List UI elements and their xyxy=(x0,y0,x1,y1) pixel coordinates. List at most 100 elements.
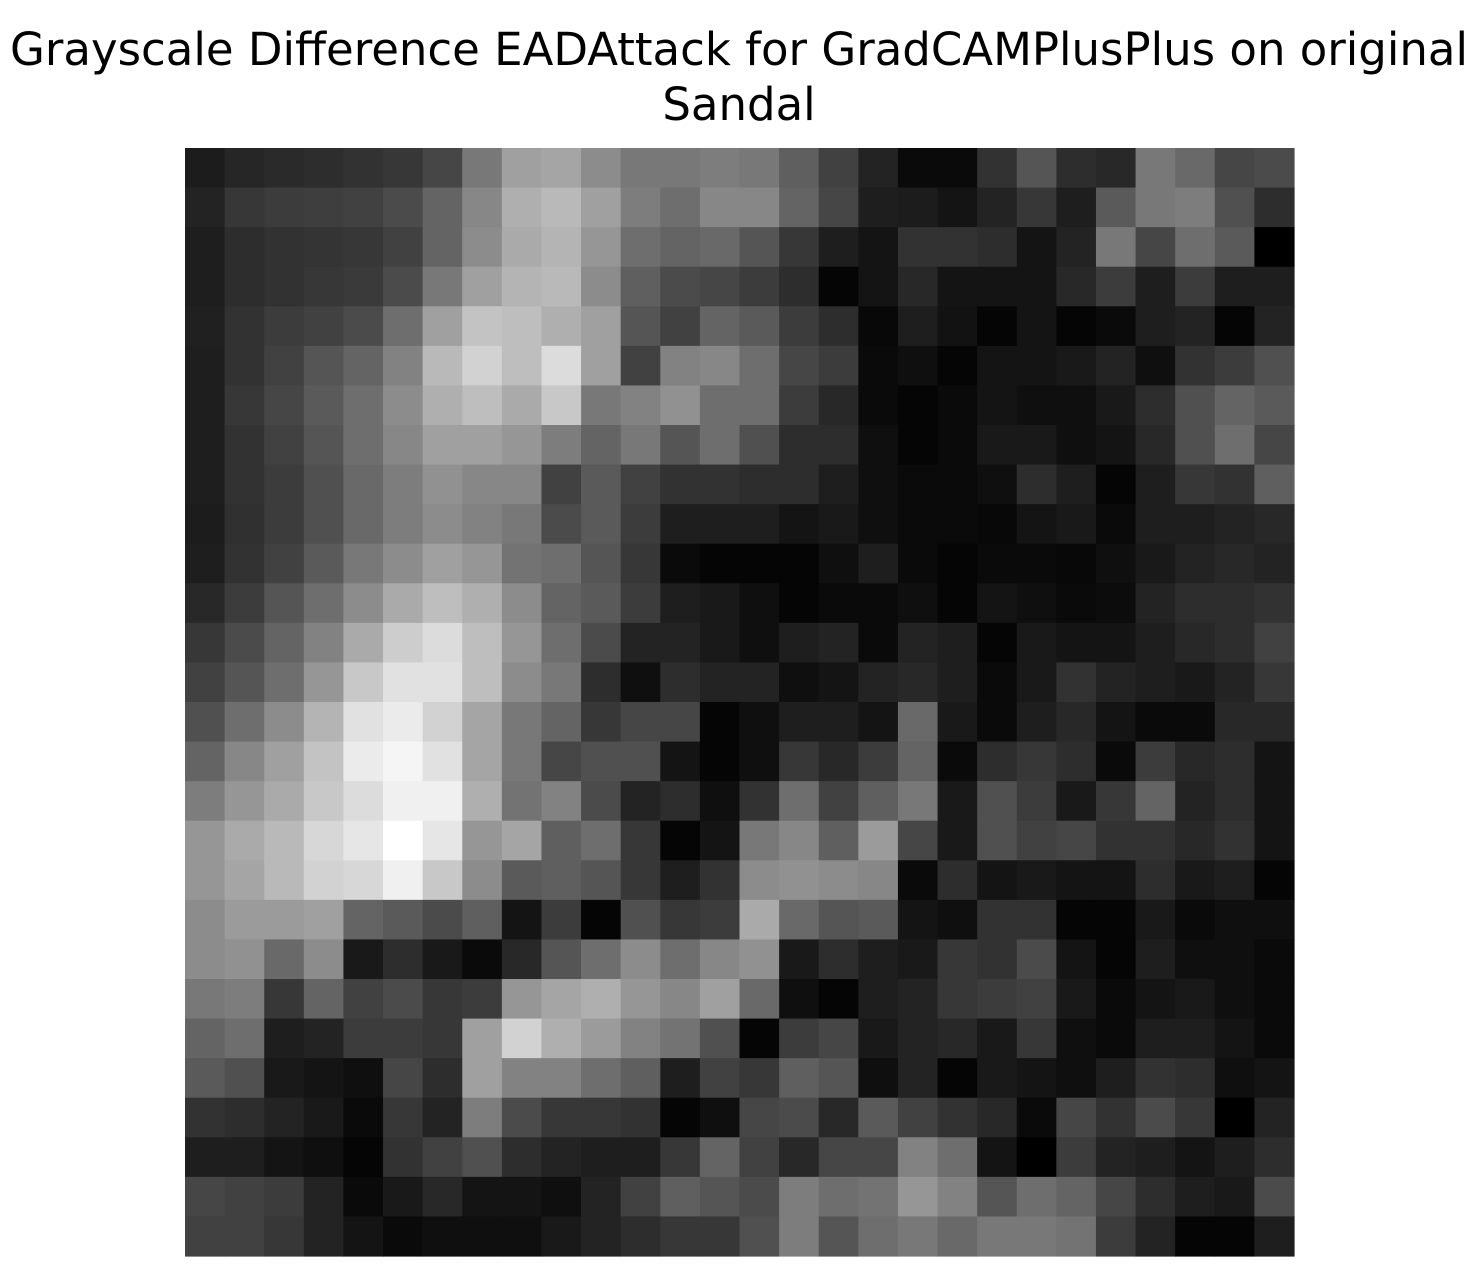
heatmap-cell xyxy=(224,702,265,743)
heatmap-cell xyxy=(739,227,780,268)
heatmap-cell xyxy=(581,583,622,624)
heatmap-cell xyxy=(224,1137,265,1178)
heatmap-cell xyxy=(1214,543,1255,584)
heatmap-cell xyxy=(1016,425,1057,466)
heatmap-cell xyxy=(462,425,503,466)
heatmap-cell xyxy=(858,622,899,664)
heatmap-cell xyxy=(1016,622,1057,664)
heatmap-cell xyxy=(1175,425,1216,466)
heatmap-cell xyxy=(739,820,780,861)
heatmap-cell xyxy=(185,1097,226,1138)
heatmap-cell xyxy=(818,979,859,1020)
heatmap-cell xyxy=(1095,741,1137,782)
heatmap-cell xyxy=(1254,266,1295,307)
heatmap-cell xyxy=(462,227,503,268)
heatmap-cell xyxy=(1056,1097,1097,1138)
heatmap-cell xyxy=(185,187,226,228)
heatmap-cell xyxy=(224,227,265,268)
heatmap-cell xyxy=(1135,187,1176,228)
heatmap-cell xyxy=(303,939,345,980)
heatmap-cell xyxy=(383,306,424,347)
heatmap-cell xyxy=(501,702,543,743)
heatmap-cell xyxy=(1254,939,1295,980)
heatmap-cell xyxy=(660,979,701,1020)
heatmap-cell xyxy=(1016,266,1057,307)
heatmap-cell xyxy=(462,1176,503,1218)
heatmap-cell xyxy=(1135,583,1176,624)
heatmap-cell xyxy=(1135,820,1176,861)
heatmap-cell xyxy=(581,148,622,189)
heatmap-cell xyxy=(858,939,899,980)
heatmap-cell xyxy=(501,425,543,466)
heatmap-cell xyxy=(303,543,345,584)
heatmap-cell xyxy=(1214,781,1255,822)
heatmap-cell xyxy=(501,306,543,347)
heatmap-cell xyxy=(343,1176,384,1218)
heatmap-cell xyxy=(977,385,1018,426)
heatmap-cell xyxy=(541,979,582,1020)
heatmap-cell xyxy=(1135,860,1176,901)
heatmap-cell xyxy=(620,781,661,822)
heatmap-cell xyxy=(343,504,384,545)
heatmap-cell xyxy=(897,1097,939,1138)
heatmap-cell xyxy=(620,385,661,426)
heatmap-cell xyxy=(818,227,859,268)
heatmap-cell xyxy=(897,979,939,1020)
heatmap-cell xyxy=(343,860,384,901)
heatmap-cell xyxy=(185,345,226,387)
heatmap-cell xyxy=(462,1137,503,1178)
heatmap-cell xyxy=(977,702,1018,743)
heatmap-cell xyxy=(343,741,384,782)
heatmap-cell xyxy=(1175,1058,1216,1099)
heatmap-cell xyxy=(462,939,503,980)
heatmap-cell xyxy=(581,781,622,822)
heatmap-cell xyxy=(501,464,543,505)
heatmap-cell xyxy=(462,266,503,307)
heatmap-cell xyxy=(1175,187,1216,228)
heatmap-cell xyxy=(1175,266,1216,307)
heatmap-cell xyxy=(303,464,345,505)
heatmap-cell xyxy=(660,899,701,941)
heatmap-cell xyxy=(224,899,265,941)
heatmap-cell xyxy=(1254,1018,1295,1059)
heatmap-cell xyxy=(1214,266,1255,307)
heatmap-cell xyxy=(1175,583,1216,624)
heatmap-cell xyxy=(1095,504,1137,545)
heatmap-cell xyxy=(660,425,701,466)
heatmap-cell xyxy=(185,781,226,822)
heatmap-cell xyxy=(1135,425,1176,466)
heatmap-cell xyxy=(660,939,701,980)
heatmap-cell xyxy=(541,1058,582,1099)
heatmap-cell xyxy=(303,1018,345,1059)
heatmap-cell xyxy=(858,979,899,1020)
heatmap-cell xyxy=(1254,504,1295,545)
heatmap-cell xyxy=(541,504,582,545)
heatmap-cell xyxy=(501,662,543,703)
heatmap-cell xyxy=(699,939,741,980)
heatmap-cell xyxy=(818,899,859,941)
heatmap-cell xyxy=(264,622,305,664)
heatmap-cell xyxy=(739,1176,780,1218)
heatmap-cell xyxy=(581,1018,622,1059)
heatmap-cell xyxy=(977,504,1018,545)
heatmap-cell xyxy=(739,1097,780,1138)
heatmap-cell xyxy=(1016,1216,1057,1257)
heatmap-cell xyxy=(1175,741,1216,782)
heatmap-cell xyxy=(501,820,543,861)
heatmap-cell xyxy=(779,1058,820,1099)
heatmap-cell xyxy=(264,148,305,189)
heatmap-cell xyxy=(620,899,661,941)
heatmap-cell xyxy=(1056,345,1097,387)
heatmap-cell xyxy=(779,187,820,228)
heatmap-cell xyxy=(185,148,226,189)
heatmap-cell xyxy=(343,939,384,980)
heatmap-cell xyxy=(581,820,622,861)
heatmap-cell xyxy=(541,820,582,861)
heatmap-cell xyxy=(977,781,1018,822)
heatmap-cell xyxy=(303,187,345,228)
heatmap-cell xyxy=(1254,306,1295,347)
heatmap-cell xyxy=(383,504,424,545)
heatmap-cell xyxy=(897,385,939,426)
heatmap-cell xyxy=(1056,662,1097,703)
heatmap-cell xyxy=(1214,741,1255,782)
